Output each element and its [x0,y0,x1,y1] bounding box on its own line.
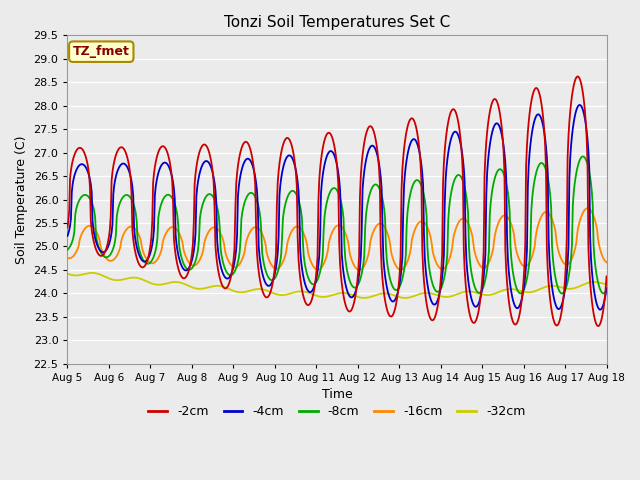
Line: -16cm: -16cm [67,208,607,270]
-32cm [281,292,289,298]
Line: -2cm: -2cm [67,76,607,326]
Line: -32cm: -32cm [67,273,607,298]
-16cm [280,257,287,263]
-8cm [63,247,71,252]
-2cm [603,274,611,279]
-32cm [325,293,333,299]
-8cm [573,166,581,172]
Title: Tonzi Soil Temperatures Set C: Tonzi Soil Temperatures Set C [224,15,450,30]
-2cm [92,246,100,252]
-16cm [63,255,71,261]
-32cm [232,289,240,295]
-4cm [576,102,584,108]
-16cm [92,228,100,234]
-16cm [573,231,581,237]
-8cm [579,154,587,159]
-16cm [584,205,591,211]
-2cm [324,130,332,136]
-32cm [89,270,97,276]
-4cm [63,233,71,239]
Legend: -2cm, -4cm, -8cm, -16cm, -32cm: -2cm, -4cm, -8cm, -16cm, -32cm [143,400,531,423]
-8cm [603,287,611,293]
-16cm [253,225,261,230]
-4cm [596,307,604,312]
-2cm [232,207,239,213]
-32cm [574,284,582,290]
-8cm [92,232,100,238]
-2cm [280,140,287,145]
-8cm [557,290,565,296]
-4cm [324,151,332,156]
-32cm [254,286,262,292]
-4cm [603,285,611,291]
-32cm [63,271,71,276]
X-axis label: Time: Time [322,388,353,401]
-8cm [280,209,287,215]
-2cm [574,73,582,79]
-8cm [253,198,261,204]
Line: -8cm: -8cm [67,156,607,293]
-4cm [92,239,100,244]
-2cm [253,250,261,256]
Y-axis label: Soil Temperature (C): Soil Temperature (C) [15,135,28,264]
-4cm [280,162,287,168]
-32cm [603,281,611,287]
-16cm [324,247,332,253]
Text: TZ_fmet: TZ_fmet [73,45,130,58]
-16cm [232,264,239,270]
Line: -4cm: -4cm [67,105,607,310]
-8cm [324,195,332,201]
-16cm [603,260,611,265]
-32cm [360,295,368,301]
-16cm [355,267,363,273]
-8cm [232,267,239,273]
-32cm [93,271,100,276]
-4cm [232,254,239,260]
-2cm [594,323,602,329]
-4cm [253,188,261,193]
-2cm [572,75,580,81]
-4cm [572,108,580,113]
-2cm [63,225,71,230]
